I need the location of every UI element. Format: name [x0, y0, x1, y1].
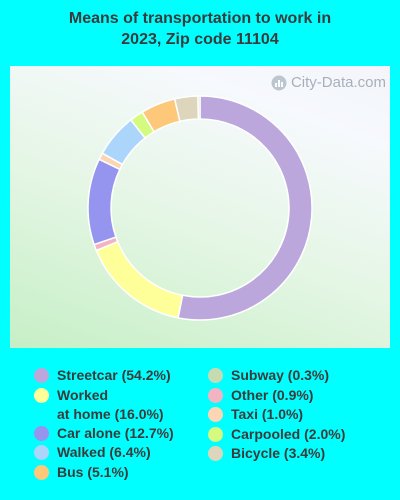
slice-subway: [197, 95, 201, 120]
legend-swatch: [34, 387, 49, 403]
legend-item: Walked (6.4%): [34, 443, 151, 462]
watermark-text: City-Data.com: [290, 74, 386, 91]
slice-bicycle: [173, 95, 200, 123]
legend-item: Taxi (1.0%): [208, 405, 303, 424]
legend-item: Carpooled (2.0%): [208, 425, 345, 444]
legend-swatch: [208, 426, 223, 442]
legend-label: Subway (0.3%): [231, 367, 330, 383]
slice-worked-at-home: [95, 240, 184, 319]
legend-item: Other (0.9%): [208, 386, 313, 405]
legend-swatch: [34, 368, 49, 383]
legend-label: Walked (6.4%): [57, 444, 151, 460]
legend-label: Bicycle (3.4%): [231, 445, 326, 461]
legend-item: Streetcar (54.2%): [34, 366, 171, 385]
legend-swatch: [208, 368, 223, 383]
legend-swatch: [208, 407, 223, 422]
watermark: City-Data.com: [271, 74, 386, 91]
legend-item: Subway (0.3%): [208, 366, 329, 385]
legend-item: Bus (5.1%): [34, 463, 129, 482]
legend-label: Streetcar (54.2%): [57, 367, 171, 383]
slice-car-alone: [87, 158, 121, 246]
legend-label: Taxi (1.0%): [231, 406, 304, 422]
legend-label: Worked at home (16.0%): [57, 386, 164, 422]
legend-swatch: [208, 387, 223, 403]
legend-swatch: [208, 446, 223, 461]
legend-item: Car alone (12.7%): [34, 424, 174, 443]
legend-item: Bicycle (3.4%): [208, 444, 325, 463]
legend-swatch: [34, 425, 49, 441]
legend-label: Bus (5.1%): [57, 463, 129, 480]
chart-title: Means of transportation to work in 2023,…: [68, 10, 332, 48]
legend-label: Car alone (12.7%): [57, 424, 174, 441]
legend-swatch: [34, 464, 49, 480]
legend-swatch: [34, 445, 49, 460]
slice-streetcar: [177, 95, 313, 321]
legend-label: Carpooled (2.0%): [231, 425, 346, 442]
legend-item: Worked at home (16.0%): [34, 386, 164, 424]
city-data-logo-icon: [271, 75, 287, 90]
chart-legend: Streetcar (54.2%) Worked at home (16.0%) C…: [0, 362, 400, 492]
legend-label: Other (0.9%): [231, 386, 314, 403]
